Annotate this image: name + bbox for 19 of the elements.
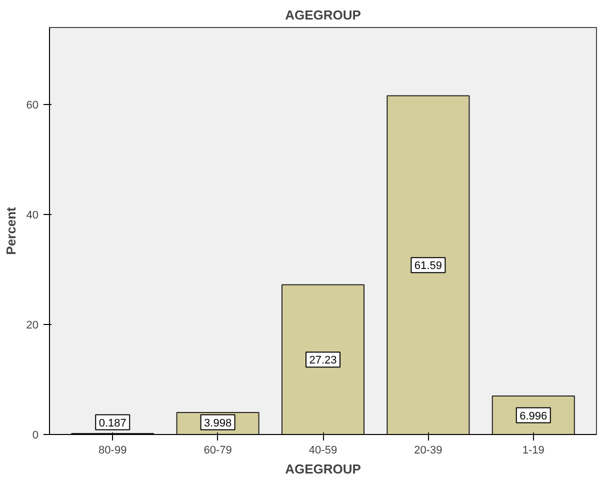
x-axis-title: AGEGROUP — [285, 462, 362, 476]
x-tick-label: 20-39 — [414, 444, 442, 456]
data-label: 6.996 — [520, 410, 548, 422]
y-tick-label: 0 — [32, 430, 39, 442]
bar — [386, 95, 470, 434]
data-label: 0.187 — [98, 417, 126, 430]
data-label: 27.23 — [309, 354, 337, 367]
x-tick-label: 60-79 — [204, 444, 232, 456]
y-tick-label: 20 — [26, 320, 39, 332]
x-tick-label: 1-19 — [522, 444, 544, 456]
x-tick-label: 80-99 — [98, 444, 127, 456]
y-tick-label: 40 — [26, 210, 39, 222]
x-tick-label: 40-59 — [308, 444, 338, 456]
bar — [281, 284, 365, 434]
y-tick-label: 60 — [26, 100, 39, 112]
chart-title: AGEGROUP — [285, 8, 362, 22]
data-label: 3.998 — [204, 417, 232, 430]
y-axis-title: Percent — [3, 206, 18, 255]
data-label: 61.59 — [414, 260, 442, 272]
